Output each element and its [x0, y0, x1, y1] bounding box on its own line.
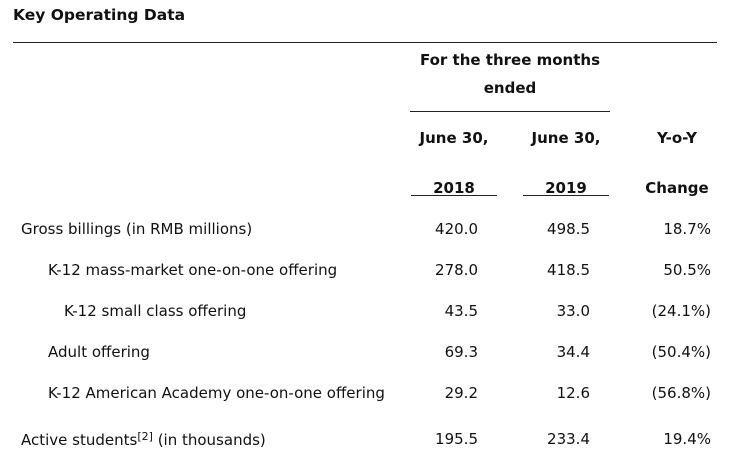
row-label: K-12 small class offering	[64, 302, 247, 320]
table-row: Adult offering 69.3 34.4 (50.4%)	[0, 343, 729, 367]
table-row: Gross billings (in RMB millions) 420.0 4…	[0, 220, 729, 244]
table-row: Active students[2] (in thousands) 195.5 …	[0, 430, 729, 454]
value-yoy: 19.4%	[663, 430, 711, 448]
value-2018: 278.0	[435, 261, 478, 279]
column-header-line2: Change	[645, 179, 709, 197]
table-row: K-12 mass-market one-on-one offering 278…	[0, 261, 729, 285]
value-2019: 34.4	[556, 343, 590, 361]
period-divider	[410, 111, 610, 112]
value-2018: 43.5	[444, 302, 478, 320]
value-2018: 195.5	[435, 430, 478, 448]
column-header-line1: June 30,	[531, 129, 601, 147]
value-yoy: (24.1%)	[651, 302, 711, 320]
value-yoy: (56.8%)	[651, 384, 711, 402]
value-2019: 233.4	[547, 430, 590, 448]
top-divider	[13, 42, 717, 43]
table-row: K-12 small class offering 43.5 33.0 (24.…	[0, 302, 729, 326]
period-header: For the three months ended	[410, 46, 610, 102]
value-2018: 420.0	[435, 220, 478, 238]
table-title: Key Operating Data	[13, 6, 186, 24]
period-header-line2: ended	[483, 79, 537, 97]
table-row: K-12 American Academy one-on-one offerin…	[0, 384, 729, 408]
value-yoy: (50.4%)	[651, 343, 711, 361]
footnote-marker: [2]	[137, 430, 153, 443]
column-header-2018: June 30, 2018	[411, 113, 497, 213]
period-header-line1: For the three months	[419, 51, 600, 69]
column-header-line2: 2019	[545, 179, 587, 197]
row-label-main: Active students	[21, 431, 138, 449]
row-label: Gross billings (in RMB millions)	[21, 220, 253, 238]
value-2019: 418.5	[547, 261, 590, 279]
column-divider-2018	[411, 195, 497, 196]
column-header-yoy: Y-o-Y Change	[633, 113, 721, 213]
value-yoy: 50.5%	[663, 261, 711, 279]
value-2019: 12.6	[556, 384, 590, 402]
row-label-suffix: (in thousands)	[152, 431, 266, 449]
value-2018: 69.3	[444, 343, 478, 361]
row-label: K-12 American Academy one-on-one offerin…	[48, 384, 385, 402]
column-divider-2019	[523, 195, 609, 196]
row-label: Active students[2] (in thousands)	[21, 430, 266, 449]
value-2019: 33.0	[556, 302, 590, 320]
row-label: K-12 mass-market one-on-one offering	[48, 261, 338, 279]
column-header-2019: June 30, 2019	[523, 113, 609, 213]
column-header-line2: 2018	[433, 179, 475, 197]
value-yoy: 18.7%	[663, 220, 711, 238]
column-header-line1: Y-o-Y	[656, 129, 698, 147]
value-2019: 498.5	[547, 220, 590, 238]
column-header-line1: June 30,	[419, 129, 489, 147]
value-2018: 29.2	[444, 384, 478, 402]
row-label: Adult offering	[48, 343, 150, 361]
